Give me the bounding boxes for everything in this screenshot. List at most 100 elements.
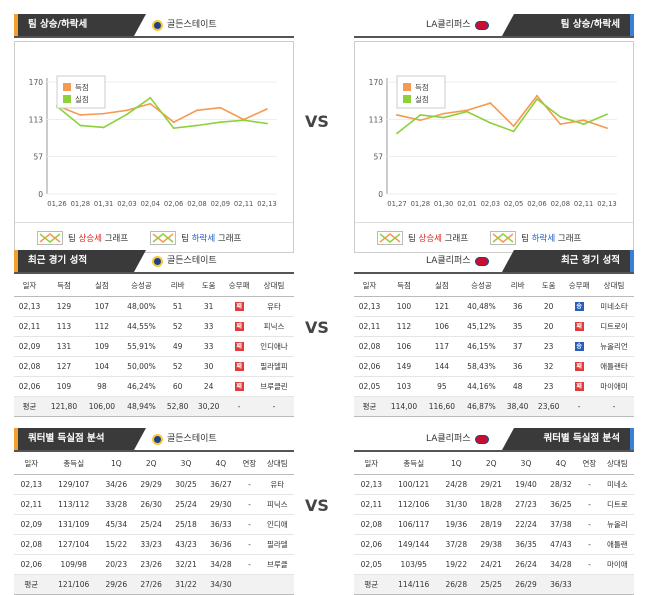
table-cell: 디트로이 xyxy=(594,316,634,337)
lac-logo-icon xyxy=(474,20,489,30)
right-recent-average-row: 평균 114,00 116,60 46,87% 38,40 23,60- - xyxy=(354,396,634,417)
right-legend-swatch xyxy=(403,95,411,103)
left-y-tick-label: 0 xyxy=(38,190,43,199)
table-cell: 02,13 xyxy=(14,474,49,495)
right-y-tick-label: 113 xyxy=(369,116,384,125)
table-row: 02,06 149/144 37/28 29/38 36/35 47/43- 애틀랜 xyxy=(354,534,634,555)
table-row: 02,06 109 98 46,24% 60 24 패 브루클린 xyxy=(14,376,294,397)
right-data-point xyxy=(489,102,492,104)
table-row: 02,11 113/112 33/28 26/30 25/24 29/30- 피닉스 xyxy=(14,494,294,515)
table-cell: 평균 xyxy=(14,396,46,417)
gsw-logo-icon xyxy=(152,255,163,267)
left-quarter-column-header: 상대팀 xyxy=(260,454,294,475)
left-x-tick-label: 02,06 xyxy=(164,200,183,208)
table-cell: 02,13 xyxy=(354,296,386,317)
table-row: 02,09 131 109 55,91% 49 33 패 인디애나 xyxy=(14,336,294,357)
table-cell: 29/30 xyxy=(203,494,239,515)
table-cell: 36/36 xyxy=(203,534,239,555)
table-cell: 23,60 xyxy=(533,396,565,417)
table-cell: 47/43 xyxy=(543,534,579,555)
table-cell: 29/21 xyxy=(473,474,509,495)
left-recent-column-header: 도움 xyxy=(193,276,225,297)
table-cell: 애틀랜타 xyxy=(594,356,634,377)
table-cell: 34/28 xyxy=(543,554,579,575)
table-cell: 브루클 xyxy=(260,554,294,575)
left-data-point xyxy=(196,124,198,127)
result-cell: 패 xyxy=(564,356,595,377)
table-cell: 121,80 xyxy=(45,396,83,417)
right-data-point xyxy=(606,113,608,116)
down-trend-swatch-icon xyxy=(490,230,517,245)
left-data-point xyxy=(102,126,105,129)
table-cell: 02,13 xyxy=(354,474,389,495)
result-cell: 패 xyxy=(224,296,255,317)
left-data-point xyxy=(79,124,82,127)
table-row: 02,11 112/106 31/30 18/28 27/23 36/25- 디트로 xyxy=(354,494,634,515)
right-team-name: LA클리퍼스 xyxy=(426,20,471,30)
right-recent-table: 일자 득점 실점 승성공 리바 도움 승무패 상대팀 02,13 100 121 40,48% 36 20… xyxy=(354,276,634,417)
left-recent-column-header: 리바 xyxy=(162,276,194,297)
right-recent-column-header: 득점 xyxy=(385,276,423,297)
left-x-tick-label: 01,26 xyxy=(47,200,66,208)
table-cell: - xyxy=(578,554,601,575)
left-x-tick-label: 02,13 xyxy=(257,200,276,208)
table-cell: 107 xyxy=(82,296,121,317)
result-cell: 승 xyxy=(564,336,595,357)
left-line-chart: 0 57 113 170 01,26 01,28 01,31 02,03 02,04 02,06 0… xyxy=(29,75,277,208)
table-cell: 평균 xyxy=(354,574,389,595)
right-quarter-panel: LA클리퍼스 쿼터별 득실점 분석 일자 총득실 1Q 2Q 3Q 4Q 연장 상대팀 02,1… xyxy=(354,428,634,595)
table-cell: 36/33 xyxy=(543,574,579,595)
right-quarter-average-row: 평균 114/116 26/28 25/25 26/29 36/33 xyxy=(354,574,634,595)
right-quarter-table: 일자 총득실 1Q 2Q 3Q 4Q 연장 상대팀 02,13 100/121 24/28 29/21… xyxy=(354,454,634,595)
left-quarter-column-header: 일자 xyxy=(14,454,49,475)
left-quarter-column-header: 4Q xyxy=(203,454,239,475)
table-row: 02,08 127/104 15/22 33/23 43/23 36/36- 필라델 xyxy=(14,534,294,555)
result-cell: 패 xyxy=(564,316,595,337)
table-cell: 114/116 xyxy=(388,574,439,595)
right-data-point xyxy=(419,119,422,122)
table-cell: 112 xyxy=(385,316,423,337)
table-row: 02,06 149 144 58,43% 36 32 패 애틀랜타 xyxy=(354,356,634,377)
right-data-point xyxy=(396,114,398,116)
table-cell: 109 xyxy=(45,376,83,397)
table-cell: 02,06 xyxy=(14,554,49,575)
table-row: 02,13 100 121 40,48% 36 20 승 미네소타 xyxy=(354,296,634,317)
table-cell: 미네소타 xyxy=(594,296,634,317)
table-cell: 02,06 xyxy=(14,376,46,397)
table-row: 02,13 129/107 34/26 29/29 30/25 36/27- 유타 xyxy=(14,474,294,495)
table-cell: 32/21 xyxy=(168,554,204,575)
up-trend-swatch-icon xyxy=(377,230,403,245)
table-cell: - xyxy=(564,396,595,417)
right-data-point xyxy=(512,130,515,133)
table-row: 02,08 127 104 50,00% 52 30 패 필라델피 xyxy=(14,356,294,377)
left-data-point xyxy=(266,122,268,125)
left-team-name: 골든스테이트 xyxy=(167,20,217,30)
table-cell: 28/19 xyxy=(473,514,509,535)
table-cell: 98 xyxy=(82,376,121,397)
table-cell: 44,16% xyxy=(460,376,503,397)
table-cell: 127/104 xyxy=(48,534,99,555)
table-cell xyxy=(578,574,601,595)
left-x-tick-label: 02,11 xyxy=(234,200,253,208)
right-recent-column-header: 상대팀 xyxy=(594,276,634,297)
table-cell: 117 xyxy=(422,336,461,357)
table-cell: 131 xyxy=(45,336,83,357)
table-cell: 뉴올리 xyxy=(600,514,634,535)
left-x-tick-label: 02,04 xyxy=(141,200,160,208)
table-cell: 55,91% xyxy=(120,336,163,357)
table-cell: 48,94% xyxy=(120,396,163,417)
down-trend-label: 팀 하락세 그래프 xyxy=(181,233,242,244)
left-quarter-column-header: 3Q xyxy=(168,454,204,475)
table-cell: 피닉스 xyxy=(260,494,294,515)
table-cell: 02,09 xyxy=(14,514,49,535)
left-data-point xyxy=(149,102,152,105)
table-cell: 36/33 xyxy=(203,514,239,535)
left-recent-column-header: 승무패 xyxy=(224,276,255,297)
right-x-tick-label: 01,28 xyxy=(411,200,430,208)
left-legend-label: 득점 xyxy=(75,82,89,92)
table-cell: 뉴올리언 xyxy=(594,336,634,357)
result-badge: 패 xyxy=(574,382,584,391)
result-cell: 패 xyxy=(224,316,255,337)
table-cell: 마이애미 xyxy=(594,376,634,397)
table-cell: 15/22 xyxy=(98,534,134,555)
